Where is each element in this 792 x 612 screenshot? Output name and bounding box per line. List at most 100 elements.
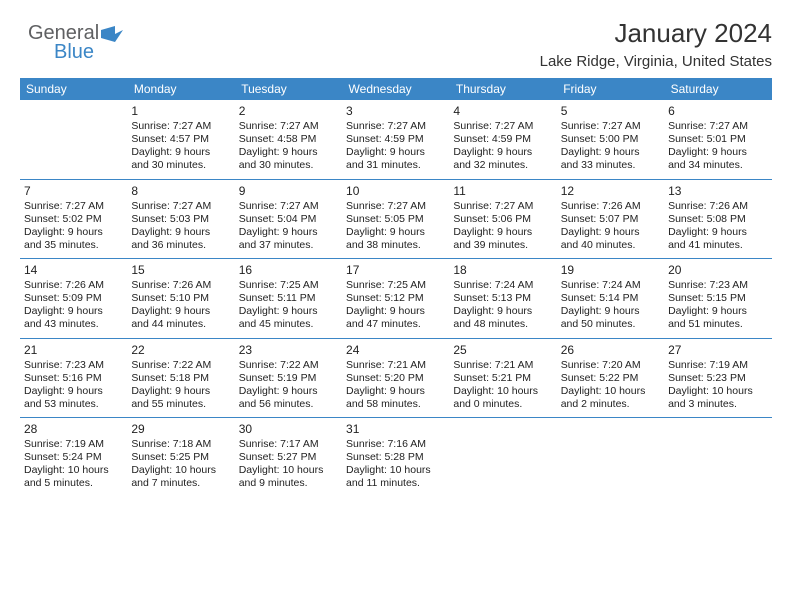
daylight-text: and 11 minutes. (346, 477, 445, 490)
daylight-text: Daylight: 9 hours (561, 146, 660, 159)
day-header: Thursday (449, 78, 556, 100)
daylight-text: and 55 minutes. (131, 398, 230, 411)
sunrise-text: Sunrise: 7:27 AM (239, 120, 338, 133)
daylight-text: Daylight: 9 hours (346, 146, 445, 159)
sunset-text: Sunset: 4:57 PM (131, 133, 230, 146)
flag-icon (101, 26, 123, 45)
calendar-header-row: SundayMondayTuesdayWednesdayThursdayFrid… (20, 78, 772, 100)
day-number: 20 (668, 263, 767, 278)
sunset-text: Sunset: 5:12 PM (346, 292, 445, 305)
daylight-text: and 50 minutes. (561, 318, 660, 331)
daylight-text: and 36 minutes. (131, 239, 230, 252)
daylight-text: Daylight: 10 hours (24, 464, 123, 477)
daylight-text: Daylight: 9 hours (668, 146, 767, 159)
sunset-text: Sunset: 5:07 PM (561, 213, 660, 226)
calendar-empty-cell (449, 418, 556, 497)
sunset-text: Sunset: 5:02 PM (24, 213, 123, 226)
daylight-text: and 45 minutes. (239, 318, 338, 331)
calendar-week-row: 7Sunrise: 7:27 AMSunset: 5:02 PMDaylight… (20, 179, 772, 259)
sunset-text: Sunset: 5:00 PM (561, 133, 660, 146)
sunset-text: Sunset: 5:14 PM (561, 292, 660, 305)
day-number: 24 (346, 343, 445, 358)
sunrise-text: Sunrise: 7:23 AM (668, 279, 767, 292)
sunrise-text: Sunrise: 7:26 AM (561, 200, 660, 213)
sunset-text: Sunset: 5:13 PM (453, 292, 552, 305)
daylight-text: Daylight: 9 hours (24, 226, 123, 239)
calendar-week-row: 28Sunrise: 7:19 AMSunset: 5:24 PMDayligh… (20, 418, 772, 497)
sunrise-text: Sunrise: 7:18 AM (131, 438, 230, 451)
daylight-text: and 40 minutes. (561, 239, 660, 252)
daylight-text: and 51 minutes. (668, 318, 767, 331)
sunrise-text: Sunrise: 7:21 AM (346, 359, 445, 372)
day-number: 3 (346, 104, 445, 119)
daylight-text: Daylight: 10 hours (561, 385, 660, 398)
calendar-week-row: 1Sunrise: 7:27 AMSunset: 4:57 PMDaylight… (20, 100, 772, 179)
daylight-text: Daylight: 9 hours (453, 146, 552, 159)
sunset-text: Sunset: 5:21 PM (453, 372, 552, 385)
day-number: 26 (561, 343, 660, 358)
calendar-day-cell: 21Sunrise: 7:23 AMSunset: 5:16 PMDayligh… (20, 338, 127, 418)
calendar-day-cell: 28Sunrise: 7:19 AMSunset: 5:24 PMDayligh… (20, 418, 127, 497)
day-number: 5 (561, 104, 660, 119)
daylight-text: Daylight: 9 hours (668, 305, 767, 318)
daylight-text: Daylight: 9 hours (24, 385, 123, 398)
calendar-week-row: 14Sunrise: 7:26 AMSunset: 5:09 PMDayligh… (20, 259, 772, 339)
calendar-day-cell: 7Sunrise: 7:27 AMSunset: 5:02 PMDaylight… (20, 179, 127, 259)
calendar-day-cell: 29Sunrise: 7:18 AMSunset: 5:25 PMDayligh… (127, 418, 234, 497)
sunrise-text: Sunrise: 7:26 AM (131, 279, 230, 292)
calendar-empty-cell (20, 100, 127, 179)
day-header: Saturday (664, 78, 771, 100)
daylight-text: Daylight: 9 hours (346, 305, 445, 318)
daylight-text: and 30 minutes. (239, 159, 338, 172)
sunset-text: Sunset: 5:03 PM (131, 213, 230, 226)
daylight-text: Daylight: 9 hours (131, 385, 230, 398)
sunrise-text: Sunrise: 7:27 AM (453, 120, 552, 133)
header: General Blue January 2024 Lake Ridge, Vi… (20, 18, 772, 70)
day-number: 18 (453, 263, 552, 278)
daylight-text: Daylight: 9 hours (346, 226, 445, 239)
sunset-text: Sunset: 5:09 PM (24, 292, 123, 305)
sunrise-text: Sunrise: 7:24 AM (453, 279, 552, 292)
sunrise-text: Sunrise: 7:27 AM (346, 200, 445, 213)
sunrise-text: Sunrise: 7:27 AM (24, 200, 123, 213)
sunrise-text: Sunrise: 7:27 AM (346, 120, 445, 133)
sunset-text: Sunset: 5:23 PM (668, 372, 767, 385)
daylight-text: and 44 minutes. (131, 318, 230, 331)
calendar-day-cell: 16Sunrise: 7:25 AMSunset: 5:11 PMDayligh… (235, 259, 342, 339)
calendar-day-cell: 30Sunrise: 7:17 AMSunset: 5:27 PMDayligh… (235, 418, 342, 497)
sunrise-text: Sunrise: 7:26 AM (668, 200, 767, 213)
calendar-table: SundayMondayTuesdayWednesdayThursdayFrid… (20, 78, 772, 497)
sunrise-text: Sunrise: 7:26 AM (24, 279, 123, 292)
daylight-text: Daylight: 9 hours (239, 146, 338, 159)
daylight-text: and 7 minutes. (131, 477, 230, 490)
sunset-text: Sunset: 5:16 PM (24, 372, 123, 385)
day-number: 7 (24, 184, 123, 199)
daylight-text: and 37 minutes. (239, 239, 338, 252)
daylight-text: Daylight: 9 hours (239, 226, 338, 239)
sunrise-text: Sunrise: 7:19 AM (24, 438, 123, 451)
sunset-text: Sunset: 5:15 PM (668, 292, 767, 305)
calendar-day-cell: 17Sunrise: 7:25 AMSunset: 5:12 PMDayligh… (342, 259, 449, 339)
daylight-text: Daylight: 9 hours (453, 226, 552, 239)
sunrise-text: Sunrise: 7:27 AM (131, 120, 230, 133)
sunrise-text: Sunrise: 7:19 AM (668, 359, 767, 372)
sunset-text: Sunset: 5:24 PM (24, 451, 123, 464)
day-header: Sunday (20, 78, 127, 100)
daylight-text: and 33 minutes. (561, 159, 660, 172)
calendar-day-cell: 3Sunrise: 7:27 AMSunset: 4:59 PMDaylight… (342, 100, 449, 179)
daylight-text: and 43 minutes. (24, 318, 123, 331)
day-number: 17 (346, 263, 445, 278)
calendar-day-cell: 13Sunrise: 7:26 AMSunset: 5:08 PMDayligh… (664, 179, 771, 259)
sunset-text: Sunset: 4:59 PM (346, 133, 445, 146)
day-number: 9 (239, 184, 338, 199)
day-number: 19 (561, 263, 660, 278)
daylight-text: and 3 minutes. (668, 398, 767, 411)
daylight-text: and 30 minutes. (131, 159, 230, 172)
sunset-text: Sunset: 5:19 PM (239, 372, 338, 385)
daylight-text: Daylight: 9 hours (239, 305, 338, 318)
sunset-text: Sunset: 5:08 PM (668, 213, 767, 226)
daylight-text: Daylight: 9 hours (131, 226, 230, 239)
daylight-text: and 2 minutes. (561, 398, 660, 411)
sunrise-text: Sunrise: 7:23 AM (24, 359, 123, 372)
calendar-day-cell: 20Sunrise: 7:23 AMSunset: 5:15 PMDayligh… (664, 259, 771, 339)
